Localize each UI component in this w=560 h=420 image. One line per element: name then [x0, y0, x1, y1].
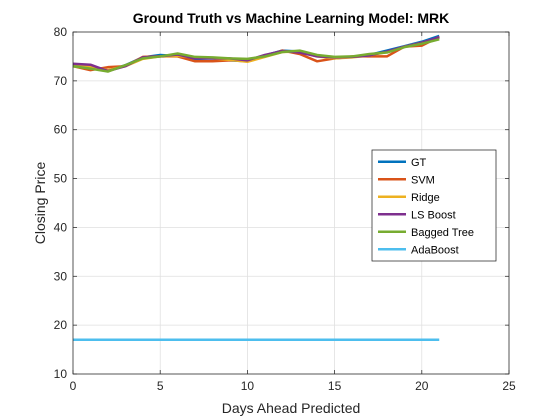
legend-label-svm: SVM	[411, 174, 435, 186]
legend-label-ridge: Ridge	[411, 192, 440, 204]
y-tick-label: 10	[54, 367, 68, 381]
y-tick-label: 20	[54, 318, 68, 332]
x-tick-label: 5	[157, 379, 164, 393]
x-tick-label: 25	[502, 379, 516, 393]
y-tick-label: 80	[54, 25, 68, 39]
x-axis-label: Days Ahead Predicted	[222, 400, 361, 416]
legend-label-adaboost: AdaBoost	[411, 244, 459, 256]
y-tick-label: 60	[54, 123, 68, 137]
series-lines	[72, 34, 440, 342]
x-tick-label: 15	[328, 379, 342, 393]
y-tick-label: 70	[54, 74, 68, 88]
y-tick-label: 40	[54, 220, 68, 234]
legend-box	[371, 149, 497, 262]
y-tick-label: 30	[54, 269, 68, 283]
y-axis-label: Closing Price	[32, 162, 48, 245]
legend-label-gt: GT	[411, 157, 427, 169]
plot-frame	[72, 31, 510, 375]
x-tick-label: 10	[241, 379, 255, 393]
y-tick-label: 50	[54, 172, 68, 186]
legend-label-bagged-tree: Bagged Tree	[411, 227, 474, 239]
ticks: 0 5 10 15 20 25 10 20 30 40 50 60 70 80	[54, 25, 516, 393]
legend-label-ls-boost: LS Boost	[411, 209, 456, 221]
series-line-bagged-tree	[72, 38, 440, 73]
chart-title: Ground Truth vs Machine Learning Model: …	[133, 10, 450, 26]
x-tick-label: 20	[415, 379, 429, 393]
legend: GT SVM Ridge LS Boost Bagged Tree AdaBoost	[371, 149, 497, 262]
x-tick-label: 0	[70, 379, 77, 393]
